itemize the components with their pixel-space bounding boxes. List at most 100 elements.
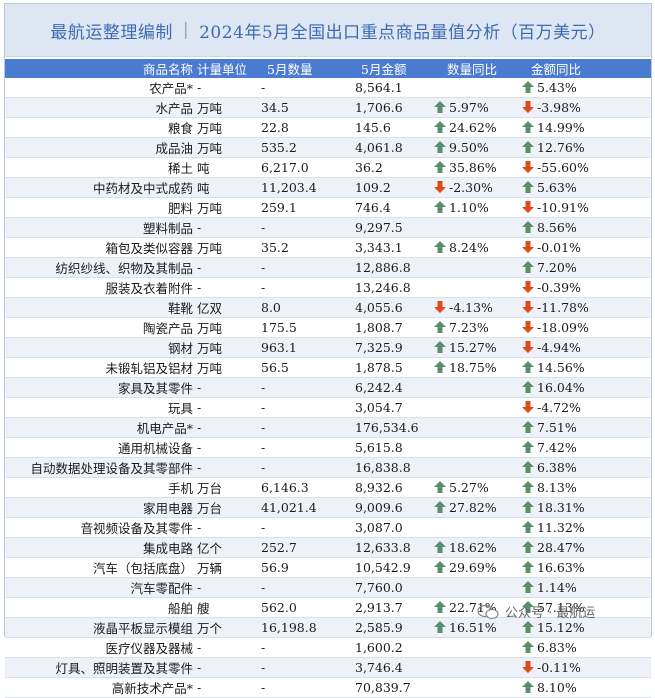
cell-qty: - bbox=[253, 397, 347, 418]
cell-qty: - bbox=[253, 457, 347, 478]
cell-name: 服装及衣着附件 bbox=[5, 277, 195, 298]
cell-name: 船舶 bbox=[5, 597, 195, 618]
cell-amt: 3,343.1 bbox=[347, 237, 433, 258]
cell-amt-yoy: 7.42% bbox=[521, 437, 651, 458]
cell-amt-yoy: -10.91% bbox=[521, 197, 651, 218]
column-header: 数量同比 bbox=[433, 59, 521, 78]
cell-name: 音视频设备及其零件 bbox=[5, 517, 195, 538]
down-arrow-icon bbox=[522, 241, 534, 253]
cell-qty: 35.2 bbox=[253, 237, 347, 258]
cell-name: 塑料制品 bbox=[5, 217, 195, 238]
cell-qty-yoy: 35.86% bbox=[433, 157, 521, 178]
cell-qty-yoy bbox=[433, 577, 521, 598]
down-arrow-icon bbox=[522, 661, 534, 673]
cell-amt-yoy: -4.94% bbox=[521, 337, 651, 358]
cell-amt: 7,325.9 bbox=[347, 337, 433, 358]
cell-amt: 8,932.6 bbox=[347, 477, 433, 498]
cell-amt-yoy: 11.32% bbox=[521, 517, 651, 538]
page-title: 最航运整理编制 | 2024年5月全国出口重点商品量值分析（百万美元） bbox=[5, 4, 651, 57]
cell-qty: - bbox=[253, 257, 347, 278]
table-row: 高新技术产品* - -70,839.7 8.10% bbox=[5, 677, 651, 698]
cell-amt: 1,600.2 bbox=[347, 637, 433, 658]
cell-unit: - bbox=[195, 417, 253, 438]
up-arrow-icon bbox=[522, 641, 534, 653]
cell-amt-yoy: 18.31% bbox=[521, 497, 651, 518]
up-arrow-icon bbox=[522, 481, 534, 493]
cell-unit: - bbox=[195, 517, 253, 538]
cell-name: 农产品* bbox=[5, 78, 195, 98]
table-row: 船舶艘 562.0 2,913.7 22.71% 57.13% bbox=[5, 597, 651, 618]
cell-qty: - bbox=[253, 217, 347, 238]
cell-name: 钢材 bbox=[5, 337, 195, 358]
up-arrow-icon bbox=[434, 481, 446, 493]
cell-qty: 56.9 bbox=[253, 557, 347, 578]
up-arrow-icon bbox=[522, 521, 534, 533]
up-arrow-icon bbox=[522, 121, 534, 133]
cell-unit: - bbox=[195, 217, 253, 238]
cell-unit: - bbox=[195, 377, 253, 398]
table-row: 集成电路 亿个 252.7 12,633.8 18.62% 28.47% bbox=[5, 537, 651, 558]
table-row: 成品油 万吨 535.2 4,061.8 9.50% 12.76% bbox=[5, 137, 651, 158]
table-row: 稀土吨 6,217.0 36.2 35.86% -55.60% bbox=[5, 157, 651, 178]
cell-amt: 10,542.9 bbox=[347, 557, 433, 578]
cell-unit: 万台 bbox=[195, 477, 253, 498]
up-arrow-icon bbox=[522, 621, 534, 633]
cell-amt-yoy: 1.14% bbox=[521, 577, 651, 598]
cell-qty-yoy: 24.62% bbox=[433, 117, 521, 138]
cell-qty: 963.1 bbox=[253, 337, 347, 358]
table-row: 家用电器 万台 41,021.4 9,009.6 27.82% 18.31% bbox=[5, 497, 651, 518]
down-arrow-icon bbox=[522, 341, 534, 353]
cell-name: 稀土 bbox=[5, 157, 195, 178]
cell-name: 肥料 bbox=[5, 197, 195, 218]
cell-amt: 4,061.8 bbox=[347, 137, 433, 158]
up-arrow-icon bbox=[522, 181, 534, 193]
cell-amt: 176,534.6 bbox=[347, 417, 433, 438]
cell-qty-yoy bbox=[433, 637, 521, 658]
cell-name: 手机 bbox=[5, 477, 195, 498]
cell-amt: 70,839.7 bbox=[347, 677, 433, 698]
cell-qty-yoy bbox=[433, 257, 521, 278]
cell-qty: 259.1 bbox=[253, 197, 347, 218]
cell-amt: 3,087.0 bbox=[347, 517, 433, 538]
cell-unit: - bbox=[195, 637, 253, 658]
up-arrow-icon bbox=[522, 421, 534, 433]
cell-amt-yoy: -11.78% bbox=[521, 297, 651, 318]
table-header-row: 商品名称 计量单位 5月数量 5月金额 数量同比 金额同比 bbox=[5, 59, 651, 78]
cell-amt-yoy: -0.01% bbox=[521, 237, 651, 258]
cell-name: 机电产品* bbox=[5, 417, 195, 438]
table-row: 汽车（包括底盘） 万辆 56.9 10,542.9 29.69% 16.63% bbox=[5, 557, 651, 578]
cell-qty-yoy: 8.24% bbox=[433, 237, 521, 258]
cell-amt: 16,838.8 bbox=[347, 457, 433, 478]
title-author: 最航运整理编制 bbox=[50, 22, 173, 43]
cell-name: 家具及其零件 bbox=[5, 377, 195, 398]
cell-amt: 13,246.8 bbox=[347, 277, 433, 298]
cell-unit: 亿双 bbox=[195, 297, 253, 318]
cell-amt: 109.2 bbox=[347, 177, 433, 198]
cell-unit: - bbox=[195, 277, 253, 298]
cell-amt-yoy: 5.43% bbox=[521, 78, 651, 98]
table-row: 医疗仪器及器械 - -1,600.2 6.83% bbox=[5, 637, 651, 658]
cell-qty: 22.8 bbox=[253, 117, 347, 138]
cell-amt: 3,054.7 bbox=[347, 397, 433, 418]
cell-qty-yoy bbox=[433, 657, 521, 678]
cell-qty-yoy: 7.23% bbox=[433, 317, 521, 338]
table-row: 通用机械设备 - -5,615.8 7.42% bbox=[5, 437, 651, 458]
cell-qty: - bbox=[253, 377, 347, 398]
table-row: 中药材及中式成药吨 11,203.4 109.2 -2.30% 5.63% bbox=[5, 177, 651, 198]
cell-qty: 252.7 bbox=[253, 537, 347, 558]
cell-amt: 2,585.9 bbox=[347, 617, 433, 638]
up-arrow-icon bbox=[522, 501, 534, 513]
cell-unit: 万吨 bbox=[195, 317, 253, 338]
cell-unit: 亿个 bbox=[195, 537, 253, 558]
cell-unit: - bbox=[195, 577, 253, 598]
export-table: 商品名称 计量单位 5月数量 5月金额 数量同比 金额同比 农产品* - -8,56… bbox=[5, 59, 651, 698]
cell-name: 纺织纱线、织物及其制品 bbox=[5, 257, 195, 278]
cell-qty-yoy: 29.69% bbox=[433, 557, 521, 578]
down-arrow-icon bbox=[522, 161, 534, 173]
cell-amt: 3,746.4 bbox=[347, 657, 433, 678]
up-arrow-icon bbox=[522, 461, 534, 473]
cell-name: 中药材及中式成药 bbox=[5, 177, 195, 198]
cell-amt-yoy: 6.38% bbox=[521, 457, 651, 478]
cell-qty-yoy bbox=[433, 277, 521, 298]
cell-unit: 艘 bbox=[195, 597, 253, 618]
